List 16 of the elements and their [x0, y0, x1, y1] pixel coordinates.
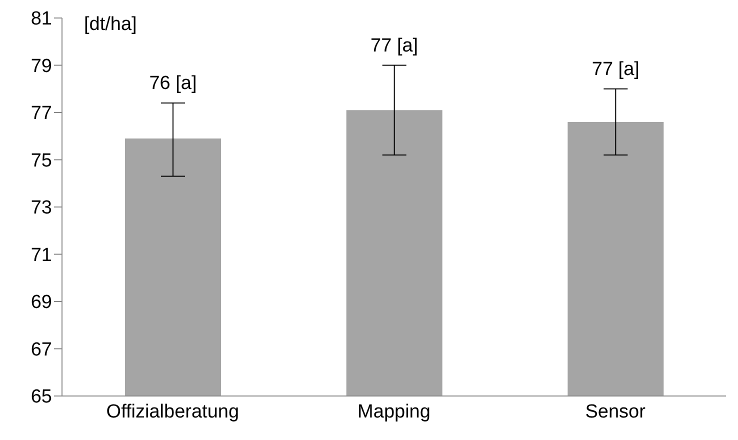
y-tick-label: 69 [30, 292, 52, 314]
y-tick-label: 75 [30, 150, 52, 172]
y-tick-label: 79 [30, 56, 52, 77]
y-tick-label: 65 [30, 386, 52, 408]
y-tick-label: 77 [30, 103, 52, 124]
data-label: 77 [a] [592, 58, 640, 80]
data-label: 76 [a] [149, 73, 197, 94]
data-label: 77 [a] [370, 35, 418, 56]
y-axis-title: [dt/ha] [84, 14, 137, 35]
x-tick-label: Offizialberatung [106, 401, 240, 422]
y-tick-label: 73 [30, 198, 52, 219]
x-tick-label: Mapping [358, 401, 430, 422]
x-tick-label: Sensor [585, 401, 646, 422]
y-tick-label: 67 [30, 339, 52, 360]
y-tick-label: 71 [30, 244, 52, 266]
y-tick-label: 81 [30, 8, 52, 30]
